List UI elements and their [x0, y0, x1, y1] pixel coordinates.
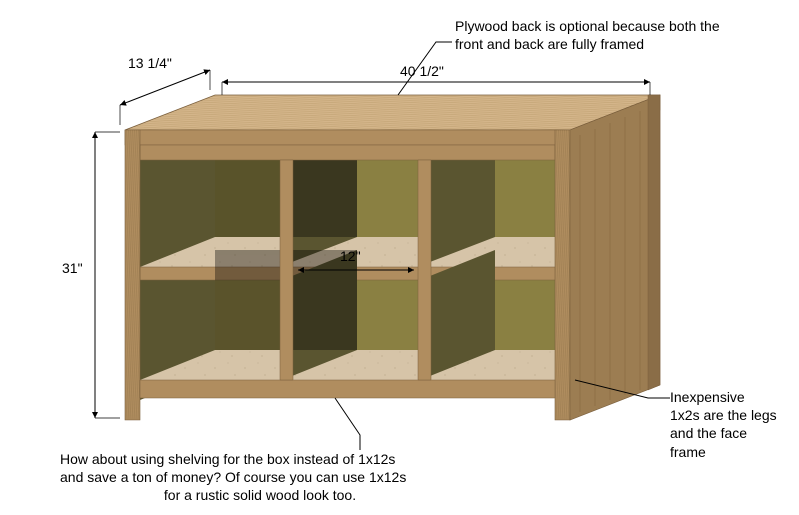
front-left-leg [125, 130, 140, 420]
dim-depth: 13 1/4" [128, 55, 172, 71]
rear-right-leg [648, 95, 660, 390]
note-back: Plywood back is optional because both th… [455, 17, 775, 53]
front-right-leg [555, 130, 570, 420]
note-shelf-l2: and save a ton of money? Of course you c… [60, 468, 460, 486]
right-side [570, 95, 660, 420]
note-back-l1: Plywood back is optional because both th… [455, 17, 775, 35]
note-shelf-l3: for a rustic solid wood look too. [60, 486, 460, 504]
note-shelf: How about using shelving for the box ins… [60, 450, 460, 505]
note-legs-l2: 1x2s are the legs [670, 406, 799, 424]
dim-height: 31" [62, 260, 83, 276]
note-legs-l1: Inexpensive [670, 388, 799, 406]
note-legs: Inexpensive 1x2s are the legs and the fa… [670, 388, 799, 461]
front-mullion-2 [418, 160, 431, 380]
dim-width: 40 1/2" [400, 63, 444, 79]
note-shelf-l1: How about using shelving for the box ins… [60, 450, 460, 468]
front-top-rail [140, 145, 555, 160]
dim-inner: 12" [340, 248, 361, 264]
front-bottom-rail [140, 380, 555, 398]
front-mullion-1 [280, 160, 293, 380]
note-legs-l3: and the face [670, 424, 799, 442]
note-legs-l4: frame [670, 443, 799, 461]
note-back-l2: front and back are fully framed [455, 35, 775, 53]
